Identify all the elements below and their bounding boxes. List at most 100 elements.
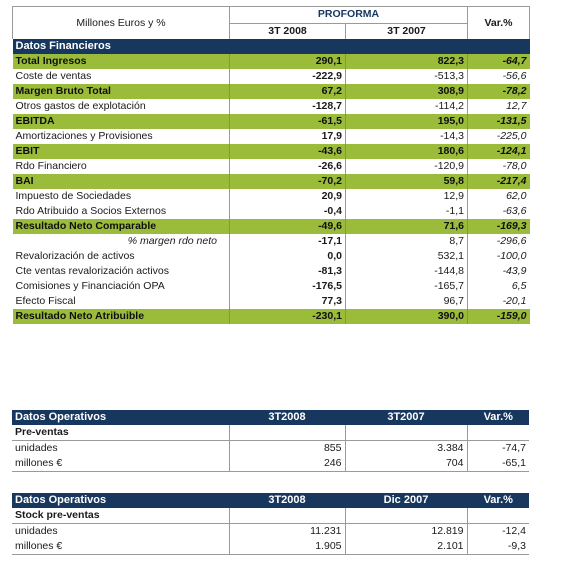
table-row: Coste de ventas -222,9 -513,3 -56,6: [13, 69, 530, 84]
value-var: 62,0: [506, 190, 527, 202]
row-label: Impuesto de Sociedades: [15, 190, 132, 202]
row-label: Resultado Neto Comparable: [12, 219, 230, 234]
value-var: -100,0: [496, 250, 527, 262]
value-var: -9,3: [467, 539, 529, 555]
value-3t2008: -176,5: [229, 279, 346, 294]
col-a-header: 3T 2008: [229, 23, 346, 39]
table-row: Resultado Neto Comparable -49,6 71,6 -169,3: [12, 219, 530, 234]
operativos-table-2: Datos Operativos 3T2008 Dic 2007 Var.% S…: [12, 493, 529, 555]
financial-table: Millones Euros y % PROFORMA Var.% 3T 200…: [12, 6, 530, 324]
value-3t2007: 308,9: [345, 84, 468, 99]
value-3t2008: 0,0: [229, 249, 346, 264]
value-3t2008: -26,6: [229, 159, 346, 174]
value-3t2007: -114,2: [345, 99, 468, 114]
value-3t2007: 71,6: [345, 219, 468, 234]
value-col-b: 2.101: [345, 539, 468, 555]
row-label: Cte ventas revalorización activos: [15, 265, 170, 277]
value-3t2008: -81,3: [229, 264, 346, 279]
value-col-a: 855: [228, 440, 346, 456]
section-row: Datos Financieros: [12, 39, 530, 54]
table-row: EBIT -43,6 180,6 -124,1: [12, 144, 530, 159]
table-row: BAI -70,2 59,8 -217,4: [12, 174, 530, 189]
table-row: Comisiones y Financiación OPA -176,5 -165,…: [13, 279, 530, 294]
value-3t2007: 822,3: [345, 54, 468, 69]
value-3t2007: 12,9: [345, 189, 468, 204]
value-col-b: 704: [345, 456, 468, 472]
value-var: -74,7: [502, 442, 526, 454]
table-row: millones €246 704 -65,1: [12, 456, 529, 472]
row-label: unidades: [15, 442, 58, 454]
row-label: Rdo Financiero: [15, 160, 87, 172]
row-label: unidades: [15, 525, 58, 537]
value-3t2007: 8,7: [345, 234, 468, 249]
table-row: Otros gastos de explotación -128,7 -114,2 1…: [13, 99, 530, 114]
op1-subheader-row: Pre-ventas: [12, 425, 529, 441]
value-var: -20,1: [502, 295, 527, 307]
value-3t2007: -144,8: [345, 264, 468, 279]
value-var: -131,5: [467, 114, 530, 129]
value-var: -12,4: [502, 525, 526, 537]
table-row: Revalorización de activos 0,0 532,1 -100,0: [13, 249, 530, 264]
row-label: Margen Bruto Total: [12, 84, 230, 99]
table-row: Rdo Financiero -26,6 -120,9 -78,0: [13, 159, 530, 174]
row-label: EBIT: [12, 144, 230, 159]
value-3t2008: -222,9: [229, 69, 346, 84]
value-3t2008: -70,2: [229, 174, 346, 189]
value-3t2008: -43,6: [229, 144, 346, 159]
value-var: -43,9: [502, 265, 527, 277]
value-3t2007: 195,0: [345, 114, 468, 129]
row-label: Coste de ventas: [15, 70, 92, 82]
value-3t2007: 390,0: [345, 309, 468, 324]
table-row: Margen Bruto Total 67,2 308,9 -78,2: [12, 84, 530, 99]
value-col-b: 3.384: [345, 440, 468, 456]
table-row: Total Ingresos 290,1 822,3 -64,7: [12, 54, 530, 69]
table-row: Cte ventas revalorización activos -81,3 -1…: [13, 264, 530, 279]
value-3t2007: 59,8: [345, 174, 468, 189]
value-var: 12,7: [506, 100, 527, 112]
table-row: unidades 855 3.384 -74,7: [12, 440, 529, 456]
value-3t2007: -513,3: [345, 69, 468, 84]
value-var: -64,7: [467, 54, 530, 69]
value-var: -56,6: [502, 70, 527, 82]
label-col-header: Millones Euros y %: [12, 6, 230, 39]
table-row: Resultado Neto Atribuible -230,1 390,0 -159…: [12, 309, 530, 324]
row-label: % margen rdo neto: [127, 235, 217, 247]
proforma-header: PROFORMA: [229, 6, 468, 24]
value-col-b: 12.819: [345, 523, 468, 539]
value-var: -159,0: [467, 309, 530, 324]
value-var: -78,0: [502, 160, 527, 172]
value-3t2007: -120,9: [345, 159, 468, 174]
value-3t2008: 77,3: [229, 294, 346, 309]
op1-col-a: 3T2008: [228, 410, 346, 425]
value-3t2008: -17,1: [229, 234, 346, 249]
value-3t2008: -230,1: [229, 309, 346, 324]
value-col-a: 11.231: [228, 523, 346, 539]
op1-col-var: Var.%: [467, 410, 529, 425]
table-row: EBITDA -61,5 195,0 -131,5: [12, 114, 530, 129]
row-label: Resultado Neto Atribuible: [12, 309, 230, 324]
row-label: BAI: [12, 174, 230, 189]
row-label: Amortizaciones y Provisiones: [15, 130, 153, 142]
value-3t2008: 20,9: [229, 189, 346, 204]
value-3t2007: 532,1: [345, 249, 468, 264]
value-3t2007: -1,1: [345, 204, 468, 219]
table-row: Impuesto de Sociedades 20,9 12,9 62,0: [13, 189, 530, 204]
value-3t2007: 96,7: [345, 294, 468, 309]
op2-col-b: Dic 2007: [345, 493, 468, 508]
header-row-1: Millones Euros y % PROFORMA Var.%: [12, 6, 530, 39]
table-row: Efecto Fiscal 77,3 96,7 -20,1: [13, 294, 530, 309]
header-row-2: 3T 2008 3T 2007: [13, 23, 530, 39]
value-3t2007: -14,3: [345, 129, 468, 144]
value-3t2008: -61,5: [229, 114, 346, 129]
op1-title-row: Datos Operativos 3T2008 3T2007 Var.%: [12, 410, 529, 425]
op2-title-row: Datos Operativos 3T2008 Dic 2007 Var.%: [12, 493, 529, 508]
row-label: EBITDA: [12, 114, 230, 129]
value-var: -78,2: [467, 84, 530, 99]
op2-title: Datos Operativos: [12, 493, 229, 508]
col-b-header: 3T 2007: [345, 23, 468, 39]
op2-subheader-row: Stock pre-ventas: [12, 508, 529, 524]
row-label: Otros gastos de explotación: [15, 100, 146, 112]
value-var: 6,5: [511, 280, 527, 292]
value-col-a: 246: [228, 456, 346, 472]
value-var: -63,6: [502, 205, 527, 217]
